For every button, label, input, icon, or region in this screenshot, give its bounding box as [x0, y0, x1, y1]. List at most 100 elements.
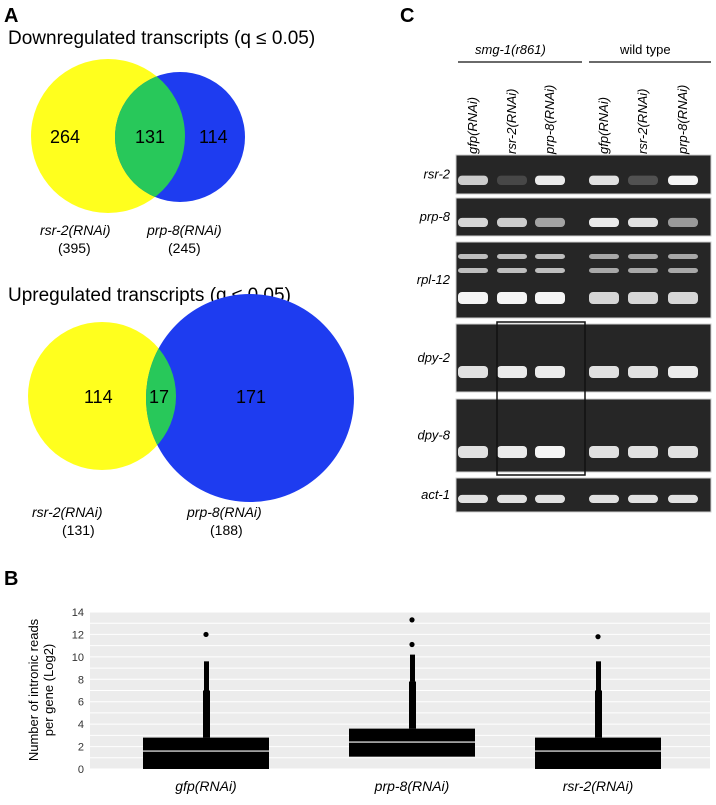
gel-band	[628, 366, 658, 378]
gel-band	[458, 366, 488, 378]
gel-band-upper	[497, 254, 527, 259]
gel-row-label: rpl-12	[417, 272, 451, 287]
gel-band	[497, 175, 527, 185]
gel-band	[668, 175, 698, 185]
box-outlier-band	[596, 661, 601, 691]
up-left-count: 114	[84, 387, 113, 407]
up-venn	[28, 294, 354, 502]
gel-band	[535, 217, 565, 227]
up-venn-left-circle	[28, 322, 176, 470]
panel-a-letter: A	[4, 5, 18, 27]
gel-band	[497, 494, 527, 503]
gel-band	[458, 292, 488, 304]
gel-row-label: dpy-2	[417, 350, 450, 365]
y-tick-label: 4	[78, 719, 84, 731]
box-whisker	[595, 690, 602, 738]
gel-lane-label: rsr-2(RNAi)	[635, 89, 650, 154]
gel-band	[497, 292, 527, 304]
y-tick-label: 10	[72, 652, 84, 664]
gel-row-dpy-8	[455, 398, 712, 473]
gel-band	[535, 446, 565, 458]
up-right-count: 171	[236, 387, 266, 407]
box-outlier-point	[595, 634, 601, 640]
up-right-total: (188)	[210, 522, 243, 538]
gel-band	[458, 494, 488, 503]
up-overlap-count: 17	[149, 387, 169, 407]
y-ticks: 0 2 4 6 8 10 12 14	[72, 607, 84, 776]
gel-band-upper	[535, 268, 565, 273]
gel-band	[668, 217, 698, 227]
gel-band	[628, 217, 658, 227]
gel-band	[628, 292, 658, 304]
gel-band-upper	[497, 268, 527, 273]
gel-band-upper	[458, 254, 488, 259]
up-left-label: rsr-2(RNAi)	[32, 504, 103, 520]
x-categories: gfp(RNAi) prp-8(RNAi) rsr-2(RNAi)	[175, 778, 633, 794]
gel-band	[628, 494, 658, 503]
down-overlap-count: 131	[135, 127, 165, 147]
box-prp-8(RNAi)	[349, 617, 475, 757]
gel-band	[628, 446, 658, 458]
y-tick-label: 8	[78, 674, 84, 686]
y-tick-label: 14	[72, 607, 84, 619]
up-right-label: prp-8(RNAi)	[186, 504, 262, 520]
y-axis-label-line2: per gene (Log2)	[41, 644, 56, 737]
gel-lane-label: prp-8(RNAi)	[675, 85, 690, 155]
gel-band	[458, 446, 488, 458]
gel-highlight-box	[496, 321, 586, 476]
down-left-label: rsr-2(RNAi)	[40, 222, 111, 238]
y-axis-label-line1: Number of intronic reads	[26, 618, 41, 761]
x-category-label: gfp(RNAi)	[175, 778, 236, 794]
box-outlier-band	[410, 654, 415, 682]
gel-band	[628, 175, 658, 185]
down-left-total: (395)	[58, 240, 91, 256]
box-outlier-point	[409, 641, 415, 648]
gel-band-upper	[668, 268, 698, 273]
gel-lane-labels: gfp(RNAi) rsr-2(RNAi) prp-8(RNAi) gfp(RNAi)…	[465, 85, 690, 155]
gel-band	[535, 366, 565, 378]
boxes	[143, 617, 661, 769]
box-whisker	[409, 681, 416, 729]
group-label-smg1: smg-1(r861)	[475, 42, 546, 57]
gel-row-rpl-12	[455, 241, 712, 319]
down-venn-title: Downregulated transcripts (q ≤ 0.05)	[8, 28, 315, 49]
down-right-label: prp-8(RNAi)	[146, 222, 222, 238]
gel-band	[668, 366, 698, 378]
gel-row-act-1	[455, 477, 712, 513]
down-left-count: 264	[50, 127, 80, 147]
gel-row-prp-8	[455, 197, 712, 237]
gel-band	[497, 366, 527, 378]
gel-band	[589, 366, 619, 378]
y-tick-label: 6	[78, 697, 84, 709]
gel-band	[589, 217, 619, 227]
y-tick-label: 12	[72, 629, 84, 641]
panel-b-letter: B	[4, 568, 18, 590]
panel-c-letter: C	[400, 5, 414, 27]
gel-lane-label: prp-8(RNAi)	[542, 85, 557, 155]
box-outlier-point	[409, 617, 415, 623]
gel-band	[535, 175, 565, 185]
box-iqr	[535, 737, 661, 769]
down-venn	[31, 59, 245, 213]
gel-band	[668, 446, 698, 458]
gel-band-upper	[589, 268, 619, 273]
down-right-total: (245)	[168, 240, 201, 256]
gel-band	[458, 217, 488, 227]
gel-band	[535, 292, 565, 304]
gel-band	[497, 446, 527, 458]
gel-band-upper	[668, 254, 698, 259]
down-right-count: 114	[199, 127, 228, 147]
gel-band-upper	[535, 254, 565, 259]
gel-band-upper	[458, 268, 488, 273]
gel-row-rsr-2	[455, 154, 712, 195]
box-whisker	[203, 690, 210, 738]
y-tick-label: 2	[78, 742, 84, 754]
gel-row-label: rsr-2	[424, 167, 451, 182]
gel-band	[589, 494, 619, 503]
box-rsr-2(RNAi)	[535, 634, 661, 769]
up-left-total: (131)	[62, 522, 95, 538]
x-category-label: rsr-2(RNAi)	[563, 778, 634, 794]
down-venn-overlap	[115, 72, 185, 202]
box-chart: 0 2 4 6 8 10 12 14 gfp(RNAi) prp-8(RNAi) rsr-2(RN…	[72, 607, 710, 794]
